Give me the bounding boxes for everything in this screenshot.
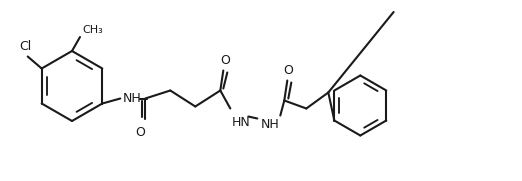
Text: NH: NH bbox=[122, 92, 141, 105]
Text: O: O bbox=[135, 127, 145, 140]
Text: Cl: Cl bbox=[19, 41, 32, 54]
Text: NH: NH bbox=[260, 119, 279, 132]
Text: O: O bbox=[283, 64, 293, 77]
Text: HN: HN bbox=[231, 117, 250, 129]
Text: O: O bbox=[220, 54, 230, 66]
Text: CH₃: CH₃ bbox=[82, 25, 103, 35]
